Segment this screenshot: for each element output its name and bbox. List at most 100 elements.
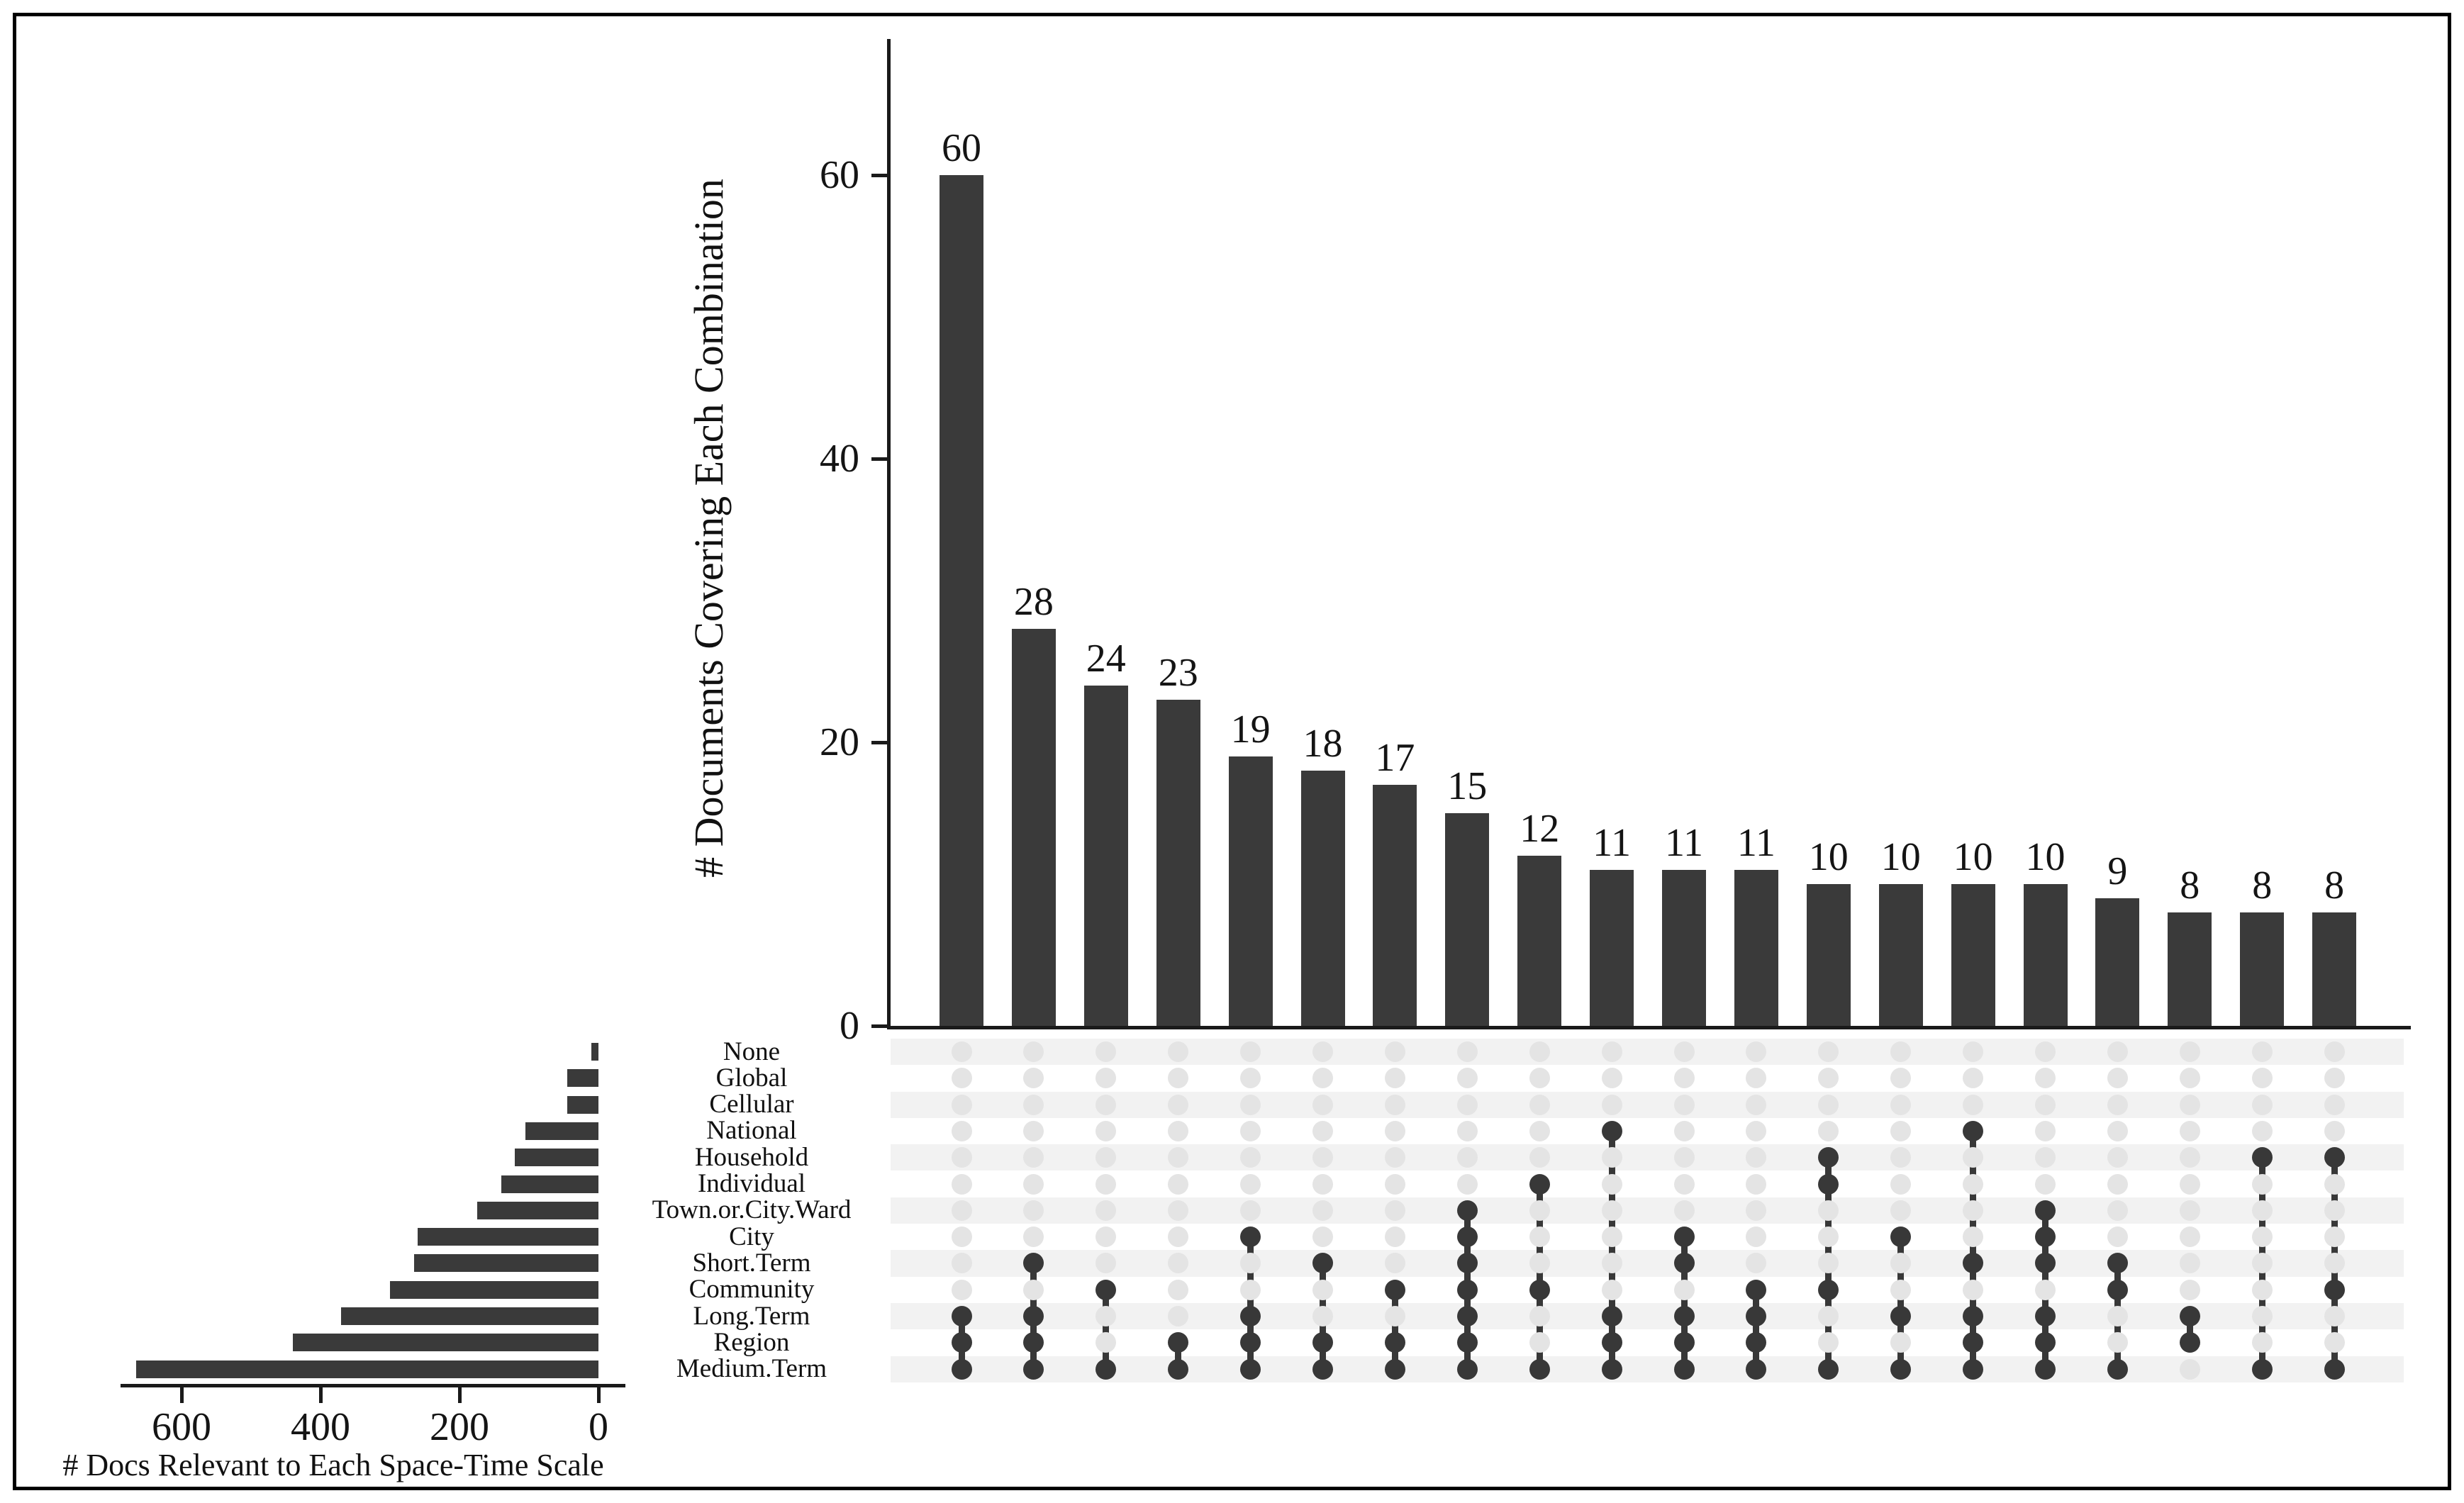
matrix-dot-inactive bbox=[1312, 1068, 1333, 1089]
matrix-dot-inactive bbox=[1963, 1200, 1984, 1221]
y-tick-label: 0 bbox=[840, 1004, 859, 1048]
matrix-dot-inactive bbox=[2324, 1227, 2345, 1248]
matrix-dot-inactive bbox=[1096, 1147, 1117, 1168]
matrix-dot-inactive bbox=[1023, 1173, 1044, 1195]
matrix-connector bbox=[1391, 1290, 1398, 1370]
set-row-label: None bbox=[723, 1037, 781, 1066]
x-tick-mark bbox=[318, 1387, 323, 1403]
matrix-dot-inactive bbox=[1384, 1173, 1405, 1195]
matrix-dot-active bbox=[2179, 1306, 2200, 1326]
intersection-bar-value: 11 bbox=[1593, 821, 1632, 865]
matrix-dot-active bbox=[2179, 1332, 2200, 1353]
matrix-dot-active bbox=[1818, 1173, 1839, 1195]
matrix-dot-active bbox=[2107, 1253, 2128, 1274]
matrix-dot-inactive bbox=[2179, 1094, 2200, 1115]
matrix-dot-active bbox=[1963, 1253, 1984, 1274]
intersection-bar-value: 10 bbox=[1953, 835, 1993, 879]
matrix-dot-active bbox=[1456, 1253, 1478, 1274]
matrix-connector bbox=[1897, 1236, 1905, 1370]
matrix-dot-inactive bbox=[2179, 1279, 2200, 1300]
x-tick-mark bbox=[179, 1387, 184, 1403]
set-row-label: Individual bbox=[697, 1169, 806, 1198]
matrix-dot-inactive bbox=[1746, 1120, 1767, 1141]
set-size-bar bbox=[476, 1201, 598, 1219]
x-tick-mark bbox=[596, 1387, 601, 1403]
matrix-dot-inactive bbox=[1168, 1068, 1189, 1089]
matrix-dot-active bbox=[1168, 1332, 1189, 1353]
matrix-dot-active bbox=[1023, 1358, 1044, 1380]
intersection-bar bbox=[1517, 856, 1562, 1026]
matrix-dot-inactive bbox=[1818, 1041, 1839, 1062]
matrix-dot-active bbox=[1746, 1279, 1767, 1300]
matrix-dot-inactive bbox=[1023, 1200, 1044, 1221]
matrix-dot-active bbox=[1096, 1279, 1117, 1300]
matrix-dot-inactive bbox=[1673, 1147, 1695, 1168]
matrix-dot-inactive bbox=[1312, 1120, 1333, 1141]
matrix-dot-active bbox=[1673, 1358, 1695, 1380]
intersection-bar-value: 12 bbox=[1520, 807, 1560, 851]
set-row-label: Household bbox=[694, 1142, 809, 1172]
matrix-dot-active bbox=[1384, 1332, 1405, 1353]
matrix-dot-inactive bbox=[1096, 1227, 1117, 1248]
matrix-dot-active bbox=[1673, 1227, 1695, 1248]
x-tick-label: 200 bbox=[430, 1405, 489, 1449]
matrix-dot-inactive bbox=[2179, 1068, 2200, 1089]
matrix-dot-active bbox=[1456, 1227, 1478, 1248]
matrix-dot-inactive bbox=[1456, 1147, 1478, 1168]
matrix-dot-inactive bbox=[1746, 1173, 1767, 1195]
matrix-dot-active bbox=[1890, 1306, 1912, 1326]
matrix-dot-inactive bbox=[1890, 1147, 1912, 1168]
matrix-dot-inactive bbox=[1096, 1120, 1117, 1141]
matrix-dot-inactive bbox=[1818, 1094, 1839, 1115]
matrix-dot-inactive bbox=[2107, 1094, 2128, 1115]
intersection-bar-value: 15 bbox=[1447, 764, 1488, 808]
matrix-dot-inactive bbox=[1673, 1200, 1695, 1221]
matrix-dot-inactive bbox=[1963, 1068, 1984, 1089]
matrix-dot-inactive bbox=[1746, 1068, 1767, 1089]
matrix-dot-inactive bbox=[1312, 1306, 1333, 1326]
matrix-dot-active bbox=[2035, 1332, 2056, 1353]
matrix-dot-inactive bbox=[1384, 1200, 1405, 1221]
intersection-bar bbox=[1083, 686, 1128, 1026]
matrix-dot-inactive bbox=[1096, 1041, 1117, 1062]
matrix-dot-active bbox=[1456, 1358, 1478, 1380]
matrix-dot-inactive bbox=[2035, 1068, 2056, 1089]
x-tick-label: 400 bbox=[291, 1405, 350, 1449]
matrix-dot-inactive bbox=[1096, 1068, 1117, 1089]
matrix-stripe bbox=[891, 1038, 2404, 1066]
plot-frame bbox=[13, 13, 2451, 1490]
matrix-connector bbox=[1680, 1236, 1688, 1370]
matrix-dot-inactive bbox=[1818, 1120, 1839, 1141]
set-size-bar bbox=[567, 1095, 598, 1114]
matrix-dot-inactive bbox=[1673, 1120, 1695, 1141]
matrix-dot-active bbox=[1890, 1227, 1912, 1248]
set-size-bar bbox=[525, 1122, 598, 1140]
matrix-dot-inactive bbox=[1673, 1041, 1695, 1062]
matrix-dot-active bbox=[1312, 1358, 1333, 1380]
matrix-connector bbox=[1970, 1131, 1977, 1370]
matrix-dot-inactive bbox=[951, 1227, 972, 1248]
y-tick-label: 60 bbox=[820, 153, 859, 197]
matrix-dot-inactive bbox=[2251, 1332, 2273, 1353]
matrix-dot-inactive bbox=[2251, 1120, 2273, 1141]
intersection-bar-value: 17 bbox=[1375, 736, 1415, 780]
matrix-dot-inactive bbox=[1818, 1227, 1839, 1248]
matrix-dot-inactive bbox=[1529, 1094, 1550, 1115]
matrix-stripe bbox=[891, 1356, 2404, 1382]
matrix-dot-inactive bbox=[1168, 1306, 1189, 1326]
set-size-bar bbox=[292, 1334, 598, 1352]
matrix-dot-active bbox=[1818, 1279, 1839, 1300]
matrix-dot-inactive bbox=[1673, 1068, 1695, 1089]
matrix-dot-inactive bbox=[1168, 1279, 1189, 1300]
intersection-bar bbox=[1951, 884, 1995, 1026]
matrix-dot-inactive bbox=[1890, 1041, 1912, 1062]
matrix-stripe bbox=[891, 1302, 2404, 1330]
matrix-dot-inactive bbox=[2107, 1332, 2128, 1353]
matrix-dot-inactive bbox=[2107, 1173, 2128, 1195]
matrix-dot-inactive bbox=[1384, 1041, 1405, 1062]
set-size-bar bbox=[341, 1307, 598, 1325]
matrix-dot-inactive bbox=[951, 1279, 972, 1300]
matrix-dot-active bbox=[2324, 1358, 2345, 1380]
matrix-dot-inactive bbox=[1963, 1041, 1984, 1062]
